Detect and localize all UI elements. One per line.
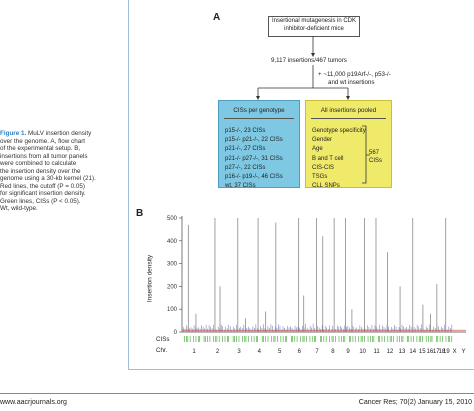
caption-line: over the genome. A, flow chart: [0, 137, 86, 145]
y-tick-label: 200: [167, 284, 178, 290]
caption-lead: Figure 1.: [0, 130, 27, 137]
all-box-divider: [311, 118, 386, 119]
extra-insertions-note-2: and wt insertions: [328, 79, 375, 86]
caption-line: were combined to calculate: [0, 160, 77, 167]
insertions-count: 9,117 insertions/467 tumors: [271, 57, 347, 64]
list-item: p21-/-, 27 CISs: [225, 146, 266, 153]
chromosome-label: 16: [427, 349, 434, 355]
chart-ylabel: Insertion density: [146, 254, 154, 303]
caption-line: Red lines, the cutoff (P = 0.05): [0, 182, 86, 190]
cis-marks: [184, 336, 453, 342]
chart-axes: 0 100 200 300 400 500: [167, 216, 466, 336]
figure-frame: [128, 0, 474, 370]
all-insertions-box: All insertions pooled Genotype specifici…: [305, 100, 392, 191]
chromosome-label: 4: [258, 349, 262, 355]
cis-box-title: CISs per genotype: [233, 107, 285, 114]
footer-divider: [0, 393, 474, 394]
chromosome-label: 9: [346, 349, 350, 355]
cis-box-list: p15-/-, 23 CISs p15-/- p21-/-, 22 CISs p…: [225, 127, 283, 191]
chromosome-label: 5: [278, 349, 282, 355]
chromosome-label: 19: [443, 349, 450, 355]
chromosome-label: 7: [315, 349, 319, 355]
chromosome-label: 3: [237, 349, 241, 355]
list-item: B and T cell: [312, 155, 344, 162]
chromosome-label: 18: [439, 349, 446, 355]
caption-line: insertions from all tumor panels: [0, 152, 88, 160]
caption-line: genome using a 30-kb kernel (21).: [0, 175, 96, 182]
list-item: Gender: [312, 137, 333, 144]
caption-line: of the experimental setup. B,: [0, 145, 81, 152]
chromosome-label: 13: [399, 349, 406, 355]
y-tick-label: 100: [167, 307, 178, 313]
chromosome-label: 11: [373, 349, 380, 355]
bracket-icon: [362, 125, 370, 184]
chromosome-label: 12: [387, 349, 394, 355]
citation: Cancer Res; 70(2) January 15, 2010: [358, 399, 472, 406]
panel-b-label: B: [136, 208, 144, 219]
chromosome-label: Y: [461, 349, 465, 355]
mutagenesis-box: Insertional mutagenesis in CDK inhibitor…: [268, 16, 360, 37]
caption-line: MuLV insertion density: [28, 130, 92, 137]
all-box-title: All insertions pooled: [320, 107, 377, 114]
figure-caption: Figure 1. MuLV insertion density over th…: [0, 130, 122, 213]
ylabel-wrapper: Insertion density: [140, 230, 154, 330]
all-box-list: Genotype specificity Gender Age B and T …: [312, 127, 366, 191]
panel-a-label: A: [213, 12, 221, 23]
caption-line: Wt, wild-type.: [0, 205, 38, 212]
y-tick-label: 400: [167, 239, 178, 245]
chromosome-label: 14: [409, 349, 416, 355]
caption-line: Green lines, CISs (P < 0.05).: [0, 197, 81, 205]
chromosome-label: 6: [298, 349, 302, 355]
list-item: TSGs: [312, 174, 328, 181]
cis-per-genotype-box: CISs per genotype p15-/-, 23 CISs p15-/-…: [218, 100, 300, 191]
list-item: CIS-CIS: [312, 164, 335, 171]
cis-row-label: CISs: [156, 336, 170, 343]
y-tick-label: 300: [167, 262, 178, 268]
density-series: [181, 218, 466, 332]
extra-insertions-note: + ~11,000 p19Arf-/-, p53-/-: [318, 71, 391, 78]
chromosome-label: X: [453, 349, 457, 355]
y-tick-label: 0: [174, 330, 178, 336]
caption-line: the insertion density over the: [0, 167, 81, 175]
chromosome-label: 17: [433, 349, 440, 355]
list-item: p21-/- p27-/-, 31 CISs: [225, 155, 283, 162]
chromosome-label: 10: [359, 349, 366, 355]
list-item: wt, 37 CISs: [225, 183, 256, 190]
list-item: Genotype specificity: [312, 128, 366, 134]
chromosome-label: 2: [216, 349, 220, 355]
chr-row-label: Chr.: [156, 347, 168, 354]
list-item: p16-/- p19-/-, 46 CISs: [225, 174, 283, 181]
caption-line: for significant insertion density.: [0, 190, 86, 197]
bracket-label: 567 CISs: [369, 150, 383, 164]
chromosome-label: 1: [192, 349, 196, 355]
journal-url: www.aacrjournals.org: [0, 399, 67, 406]
y-tick-label: 500: [167, 216, 178, 222]
chromosome-label: 15: [419, 349, 426, 355]
list-item: p15-/- p21-/-, 22 CISs: [225, 137, 283, 144]
list-item: p27-/-, 22 CISs: [225, 164, 266, 171]
list-item: Age: [312, 146, 323, 153]
chromosome-label: 8: [331, 349, 335, 355]
cis-box-divider: [224, 118, 294, 119]
list-item: CLL SNPs: [312, 183, 340, 190]
list-item: p15-/-, 23 CISs: [225, 128, 266, 134]
